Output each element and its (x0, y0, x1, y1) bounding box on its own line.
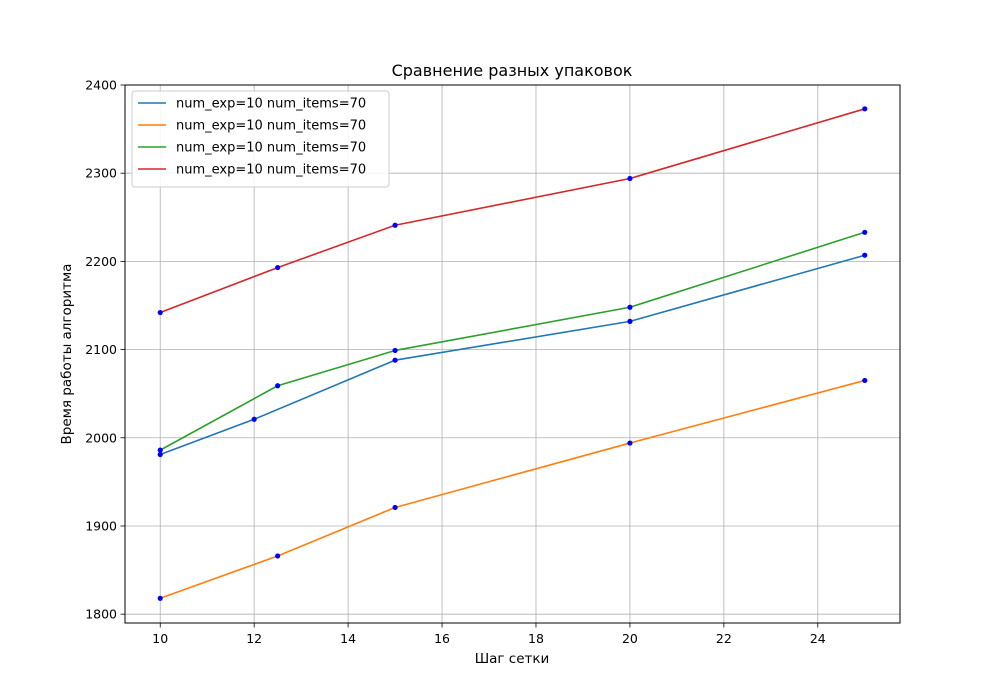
legend-entry: num_exp=10 num_items=70 (176, 97, 366, 112)
data-point (862, 252, 868, 258)
data-point (392, 357, 398, 363)
y-tick-label: 1900 (85, 518, 117, 533)
data-point (157, 447, 163, 453)
x-tick-label: 24 (810, 631, 826, 646)
data-point (275, 383, 281, 389)
data-point (862, 229, 868, 235)
y-tick-label: 1800 (85, 607, 117, 622)
y-tick-label: 2000 (85, 430, 117, 445)
y-tick-label: 2100 (85, 342, 117, 357)
x-tick-label: 18 (528, 631, 544, 646)
x-tick-label: 20 (622, 631, 638, 646)
data-point (392, 504, 398, 511)
data-point (627, 175, 633, 182)
data-point (251, 416, 257, 422)
data-point (157, 309, 163, 316)
y-tick-label: 2400 (85, 78, 117, 93)
plot-area-frame (124, 84, 901, 624)
legend-entry: num_exp=10 num_items=70 (176, 119, 366, 134)
x-tick-label: 22 (716, 631, 732, 646)
x-tick-label: 14 (340, 631, 356, 646)
chart-title: Сравнение разных упаковок (392, 61, 633, 80)
y-axis-label: Время работы алгоритма (59, 264, 75, 445)
data-point (627, 440, 633, 446)
data-point (392, 222, 398, 228)
legend-entry: num_exp=10 num_items=70 (176, 163, 366, 178)
data-markers (157, 106, 868, 601)
data-point (862, 106, 868, 112)
data-point (157, 595, 163, 601)
y-tick-label: 2200 (85, 254, 117, 269)
x-axis-label: Шаг сетки (475, 651, 550, 667)
y-axis-ticks: 1800 1900 2000 2100 2200 2300 2400 (85, 78, 125, 622)
data-point (862, 377, 868, 384)
data-point (157, 451, 163, 458)
x-tick-label: 16 (434, 631, 450, 646)
data-point (627, 318, 633, 324)
data-point (275, 553, 281, 559)
data-point (392, 347, 398, 354)
legend-box (131, 90, 390, 188)
x-axis-ticks: 10 12 14 16 18 20 22 24 (152, 623, 826, 646)
x-tick-label: 10 (152, 631, 168, 646)
y-tick-label: 2300 (85, 166, 117, 181)
legend: num_exp=10 num_items=70 num_exp=10 num_it… (131, 90, 390, 188)
data-point (275, 264, 281, 271)
data-point (627, 304, 633, 310)
x-tick-label: 12 (246, 631, 262, 646)
legend-entry: num_exp=10 num_items=70 (176, 141, 366, 156)
